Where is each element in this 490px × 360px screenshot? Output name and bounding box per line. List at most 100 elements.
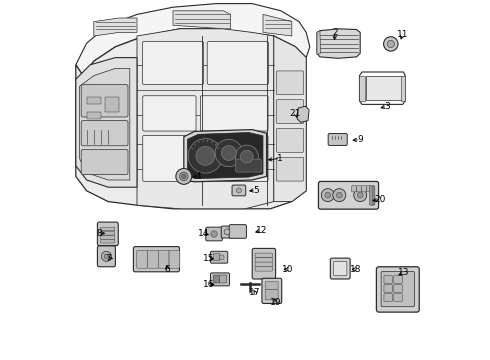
Polygon shape	[360, 76, 365, 101]
FancyBboxPatch shape	[262, 278, 282, 303]
Bar	[87, 112, 101, 119]
FancyBboxPatch shape	[357, 186, 362, 192]
Polygon shape	[137, 29, 274, 209]
FancyBboxPatch shape	[255, 262, 272, 267]
FancyBboxPatch shape	[81, 85, 128, 117]
Circle shape	[196, 147, 215, 165]
FancyBboxPatch shape	[265, 289, 278, 300]
FancyBboxPatch shape	[276, 129, 304, 152]
FancyBboxPatch shape	[100, 231, 115, 235]
FancyBboxPatch shape	[169, 250, 180, 268]
Circle shape	[188, 139, 222, 173]
FancyBboxPatch shape	[98, 222, 118, 246]
FancyBboxPatch shape	[210, 273, 229, 286]
FancyBboxPatch shape	[236, 159, 261, 172]
FancyBboxPatch shape	[276, 71, 304, 95]
Circle shape	[176, 168, 192, 184]
Text: 10: 10	[282, 265, 293, 274]
Circle shape	[249, 283, 252, 286]
FancyBboxPatch shape	[362, 186, 367, 192]
Text: 18: 18	[350, 265, 362, 274]
Text: 6: 6	[165, 266, 171, 274]
Bar	[104, 97, 119, 112]
Circle shape	[179, 172, 188, 181]
Polygon shape	[173, 11, 231, 29]
Polygon shape	[184, 130, 267, 182]
Text: 17: 17	[249, 288, 261, 297]
Text: 1: 1	[277, 154, 283, 163]
FancyBboxPatch shape	[372, 186, 375, 205]
Text: 7: 7	[105, 254, 111, 263]
FancyBboxPatch shape	[376, 267, 419, 312]
FancyBboxPatch shape	[265, 282, 278, 289]
FancyBboxPatch shape	[100, 227, 115, 231]
Polygon shape	[76, 4, 310, 76]
Text: 5: 5	[253, 186, 259, 194]
Circle shape	[384, 37, 398, 51]
FancyBboxPatch shape	[393, 285, 402, 292]
FancyBboxPatch shape	[206, 227, 222, 241]
Circle shape	[354, 189, 367, 202]
Text: 12: 12	[255, 226, 267, 235]
FancyBboxPatch shape	[229, 225, 246, 238]
FancyBboxPatch shape	[334, 261, 347, 276]
Circle shape	[221, 145, 236, 161]
FancyBboxPatch shape	[328, 134, 347, 145]
FancyBboxPatch shape	[158, 250, 169, 268]
Circle shape	[235, 145, 258, 168]
Text: 19: 19	[270, 298, 281, 307]
FancyBboxPatch shape	[255, 266, 272, 271]
Circle shape	[357, 192, 363, 198]
Circle shape	[101, 251, 111, 261]
FancyBboxPatch shape	[143, 96, 196, 131]
FancyBboxPatch shape	[210, 251, 228, 263]
Circle shape	[321, 189, 334, 202]
Circle shape	[325, 192, 331, 198]
Circle shape	[182, 174, 186, 179]
Polygon shape	[187, 132, 263, 179]
Polygon shape	[297, 106, 309, 122]
FancyBboxPatch shape	[318, 181, 379, 209]
Circle shape	[104, 254, 109, 258]
FancyBboxPatch shape	[133, 247, 179, 272]
FancyBboxPatch shape	[255, 253, 272, 258]
Text: 11: 11	[397, 30, 409, 39]
Circle shape	[224, 229, 230, 235]
FancyBboxPatch shape	[384, 276, 392, 283]
FancyBboxPatch shape	[208, 135, 268, 181]
Polygon shape	[263, 14, 292, 36]
Polygon shape	[94, 18, 137, 36]
Polygon shape	[76, 58, 137, 187]
Text: 20: 20	[374, 195, 386, 204]
Text: 9: 9	[357, 135, 363, 144]
Circle shape	[387, 40, 394, 48]
FancyBboxPatch shape	[147, 250, 158, 268]
FancyBboxPatch shape	[207, 41, 269, 85]
FancyBboxPatch shape	[221, 226, 233, 238]
Polygon shape	[317, 29, 360, 58]
Circle shape	[236, 188, 242, 193]
Circle shape	[241, 150, 253, 163]
FancyBboxPatch shape	[143, 41, 204, 85]
Circle shape	[337, 192, 342, 198]
FancyBboxPatch shape	[330, 258, 350, 279]
FancyBboxPatch shape	[276, 100, 304, 123]
FancyBboxPatch shape	[200, 96, 268, 131]
Text: 21: 21	[290, 109, 301, 118]
Text: 14: 14	[198, 229, 209, 238]
FancyBboxPatch shape	[232, 185, 245, 196]
Circle shape	[211, 231, 217, 237]
Polygon shape	[317, 31, 320, 55]
FancyBboxPatch shape	[100, 236, 115, 239]
FancyBboxPatch shape	[98, 246, 116, 267]
Polygon shape	[76, 29, 306, 209]
Text: 8: 8	[97, 229, 102, 238]
FancyBboxPatch shape	[367, 186, 372, 192]
FancyBboxPatch shape	[384, 285, 392, 292]
Text: 16: 16	[202, 280, 214, 289]
FancyBboxPatch shape	[276, 157, 304, 181]
FancyBboxPatch shape	[143, 135, 203, 181]
Circle shape	[215, 139, 243, 167]
Circle shape	[333, 189, 346, 202]
FancyBboxPatch shape	[393, 276, 402, 283]
